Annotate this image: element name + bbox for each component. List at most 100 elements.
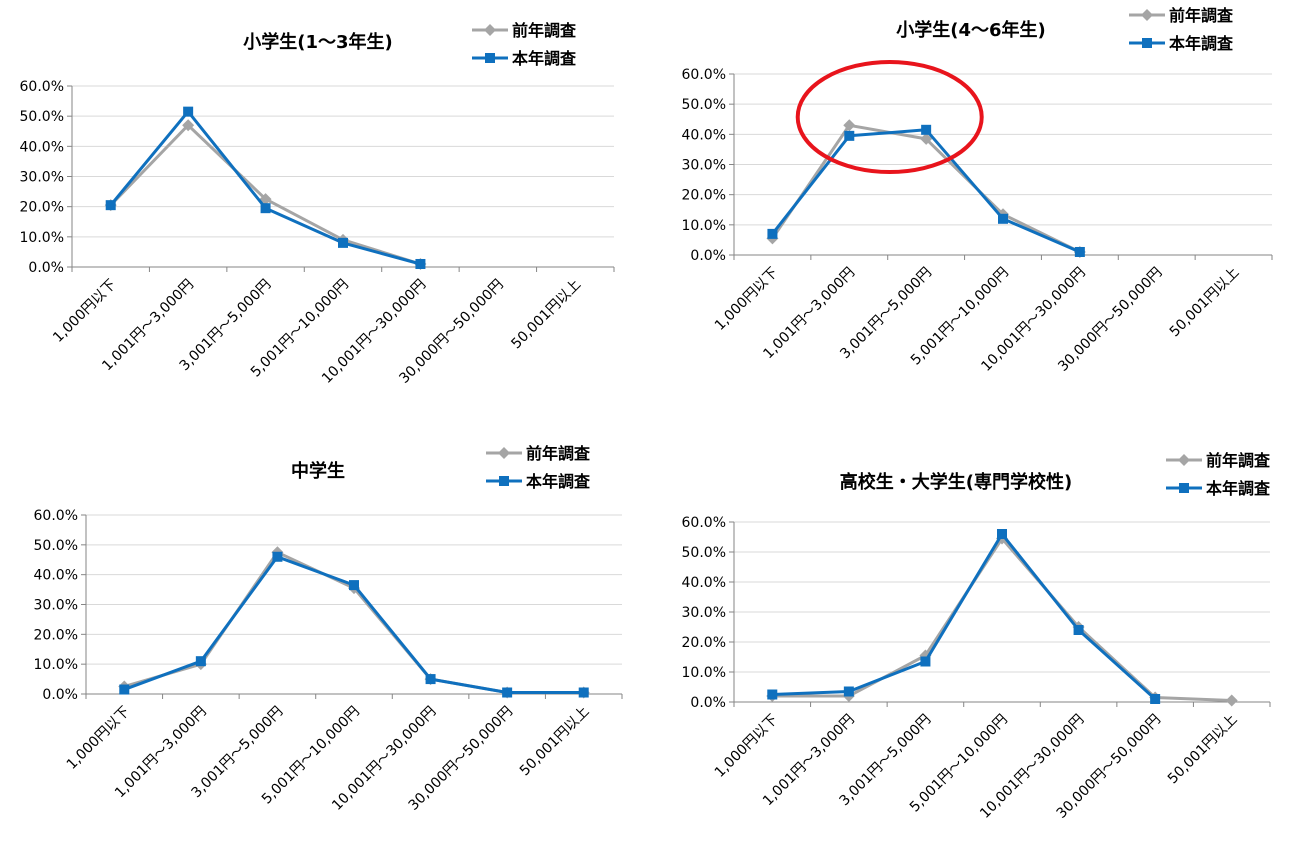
point-marker-diamond — [920, 132, 933, 145]
chart-svg: 高校生・大学生(専門学校性) 0.0% 10.0% 20.0% 30.0% 40.0% 50… — [682, 451, 1271, 822]
series-line — [123, 550, 584, 694]
series-prev-year — [118, 546, 590, 699]
y-tick-label: 50.0% — [682, 545, 726, 561]
point-marker-square — [844, 130, 855, 141]
point-marker-square — [272, 551, 283, 562]
y-tick-label: 60.0% — [682, 67, 726, 83]
y-tick-label: 20.0% — [20, 200, 64, 216]
x-axis: 1,000円以下1,001円〜3,000円3,001円〜5,000円5,001円… — [712, 702, 1271, 822]
y-tick-label: 0.0% — [690, 695, 726, 711]
series-line — [109, 110, 421, 266]
point-marker-diamond — [843, 119, 856, 132]
x-tick-label: 1,000円以下 — [64, 704, 133, 773]
y-axis: 0.0% 10.0% 20.0% 30.0% 40.0% 50.0% 60.0% — [682, 515, 1270, 711]
chart-title: 小学生(1〜3年生) — [243, 31, 393, 53]
point-marker-square — [920, 656, 931, 667]
legend-marker-square — [1179, 483, 1189, 493]
chart-title: 中学生 — [291, 460, 345, 482]
point-marker-square — [260, 203, 271, 214]
series-current-year — [119, 551, 589, 698]
legend-label: 本年調査 — [512, 49, 576, 68]
legend-marker-square — [485, 53, 495, 63]
y-tick-label: 10.0% — [20, 230, 64, 246]
chart-junior-high: 中学生 0.0% 10.0% 20.0% 30.0% 40.0% 50.0% 60.0% 1,0… — [0, 425, 645, 849]
point-marker-square — [105, 200, 116, 211]
point-marker-square — [578, 687, 589, 698]
x-tick-label: 50,001円以上 — [517, 704, 593, 780]
y-tick-label: 0.0% — [28, 260, 64, 276]
y-tick-label: 20.0% — [682, 188, 726, 204]
y-tick-label: 50.0% — [682, 97, 726, 113]
y-tick-label: 10.0% — [682, 665, 726, 681]
legend-marker-diamond — [1178, 454, 1190, 466]
legend-label: 前年調査 — [526, 444, 590, 463]
series-current-year — [767, 529, 1161, 704]
series-prev-year — [766, 119, 1086, 258]
y-tick-label: 10.0% — [682, 218, 726, 234]
point-marker-square — [415, 258, 426, 269]
legend-marker-square — [499, 476, 509, 486]
legend-label: 前年調査 — [1169, 6, 1233, 25]
point-marker-square — [921, 124, 932, 135]
chart-elementary-4-6: 小学生(4〜6年生) 0.0% 10.0% 20.0% 30.0% 40.0% 50.0% 6… — [646, 0, 1291, 425]
point-marker-square — [1150, 694, 1161, 704]
point-marker-square — [119, 684, 130, 695]
series-current-year — [767, 124, 1085, 257]
point-marker-square — [998, 213, 1008, 224]
point-marker-square — [349, 580, 359, 591]
y-tick-label: 20.0% — [34, 627, 78, 643]
y-tick-label: 50.0% — [20, 109, 64, 125]
point-marker-square — [195, 656, 206, 667]
y-tick-label: 20.0% — [682, 635, 726, 651]
highlight-ellipse — [795, 60, 984, 174]
y-tick-label: 0.0% — [690, 248, 726, 264]
series-line — [771, 128, 1081, 254]
point-marker-square — [338, 237, 348, 248]
y-tick-label: 40.0% — [34, 568, 78, 584]
y-tick-label: 60.0% — [34, 508, 78, 524]
x-tick-label: 1,000円以下 — [712, 712, 781, 781]
chart-svg: 小学生(1〜3年生) 0.0% 10.0% 20.0% 30.0% 40.0% 50.0% 6… — [20, 21, 615, 387]
chart-svg: 中学生 0.0% 10.0% 20.0% 30.0% 40.0% 50.0% 60.0% 1,0… — [34, 444, 623, 814]
y-tick-label: 30.0% — [20, 170, 64, 186]
chart-elementary-1-3: 小学生(1〜3年生) 0.0% 10.0% 20.0% 30.0% 40.0% 50.0% 6… — [0, 0, 645, 425]
y-tick-label: 60.0% — [682, 515, 726, 531]
x-tick-label: 1,000円以下 — [50, 277, 119, 346]
y-tick-label: 40.0% — [682, 127, 726, 143]
series-line — [772, 537, 1232, 702]
x-tick-label: 50,001円以上 — [508, 277, 584, 353]
point-marker-square — [767, 689, 778, 700]
x-tick-label: 50,001円以上 — [1167, 265, 1243, 341]
y-tick-label: 30.0% — [34, 598, 78, 614]
series-line — [772, 532, 1157, 701]
series-prev-year — [104, 119, 427, 270]
legend-label: 本年調査 — [1206, 479, 1270, 498]
legend-label: 本年調査 — [1169, 34, 1233, 53]
point-marker-square — [843, 686, 854, 697]
series-current-year — [105, 106, 426, 269]
y-tick-label: 50.0% — [34, 538, 78, 554]
legend-marker-diamond — [484, 24, 496, 36]
x-axis: 1,000円以下1,001円〜3,000円3,001円〜5,000円5,001円… — [50, 267, 615, 387]
y-tick-label: 40.0% — [20, 139, 64, 155]
point-marker-square — [1073, 625, 1084, 635]
y-tick-label: 30.0% — [682, 158, 726, 174]
y-axis: 0.0% 10.0% 20.0% 30.0% 40.0% 50.0% 60.0% — [20, 79, 614, 276]
point-marker-diamond — [182, 119, 195, 132]
y-tick-label: 40.0% — [682, 575, 726, 591]
point-marker-square — [425, 674, 436, 685]
point-marker-square — [997, 529, 1007, 539]
legend-label: 前年調査 — [512, 21, 576, 40]
series-line — [123, 555, 584, 694]
y-tick-label: 0.0% — [42, 687, 78, 703]
y-axis: 0.0% 10.0% 20.0% 30.0% 40.0% 50.0% 60.0% — [34, 508, 622, 703]
chart-title: 小学生(4〜6年生) — [896, 19, 1046, 41]
x-tick-label: 1,000円以下 — [712, 265, 781, 334]
point-marker-square — [502, 687, 513, 698]
y-tick-label: 30.0% — [682, 605, 726, 621]
legend-label: 前年調査 — [1206, 451, 1270, 470]
